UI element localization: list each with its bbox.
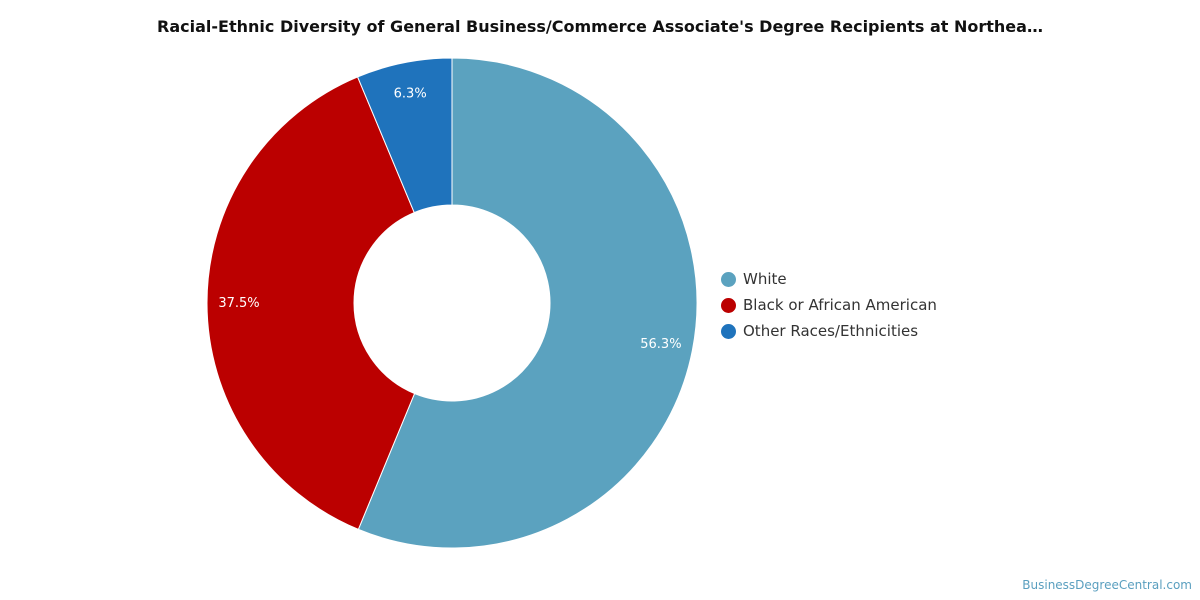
slice-label-white: 56.3% xyxy=(640,337,681,352)
legend-item-white[interactable]: White xyxy=(721,266,937,292)
slice-other-races-ethnicities[interactable] xyxy=(356,57,453,214)
legend-swatch-black-or-african-american xyxy=(721,297,736,313)
legend-label-other-races-ethnicities: Other Races/Ethnicities xyxy=(743,322,919,340)
slice-label-black-or-african-american: 37.5% xyxy=(218,296,259,311)
legend-label-black-or-african-american: Black or African American xyxy=(743,296,937,314)
chart-legend: White Black or African American Other Ra… xyxy=(721,266,937,344)
slice-black-or-african-american[interactable] xyxy=(206,76,416,531)
slice-label-other-races-ethnicities: 6.3% xyxy=(394,87,427,102)
legend-swatch-white xyxy=(721,271,736,287)
legend-item-other-races-ethnicities[interactable]: Other Races/Ethnicities xyxy=(721,318,937,344)
legend-item-black-or-african-american[interactable]: Black or African American xyxy=(721,292,937,318)
legend-label-white: White xyxy=(743,270,787,288)
watermark[interactable]: BusinessDegreeCentral.com xyxy=(1022,578,1192,592)
slice-white[interactable] xyxy=(357,57,698,549)
chart-title: Racial-Ethnic Diversity of General Busin… xyxy=(157,17,1043,36)
legend-swatch-other-races-ethnicities xyxy=(721,323,736,339)
